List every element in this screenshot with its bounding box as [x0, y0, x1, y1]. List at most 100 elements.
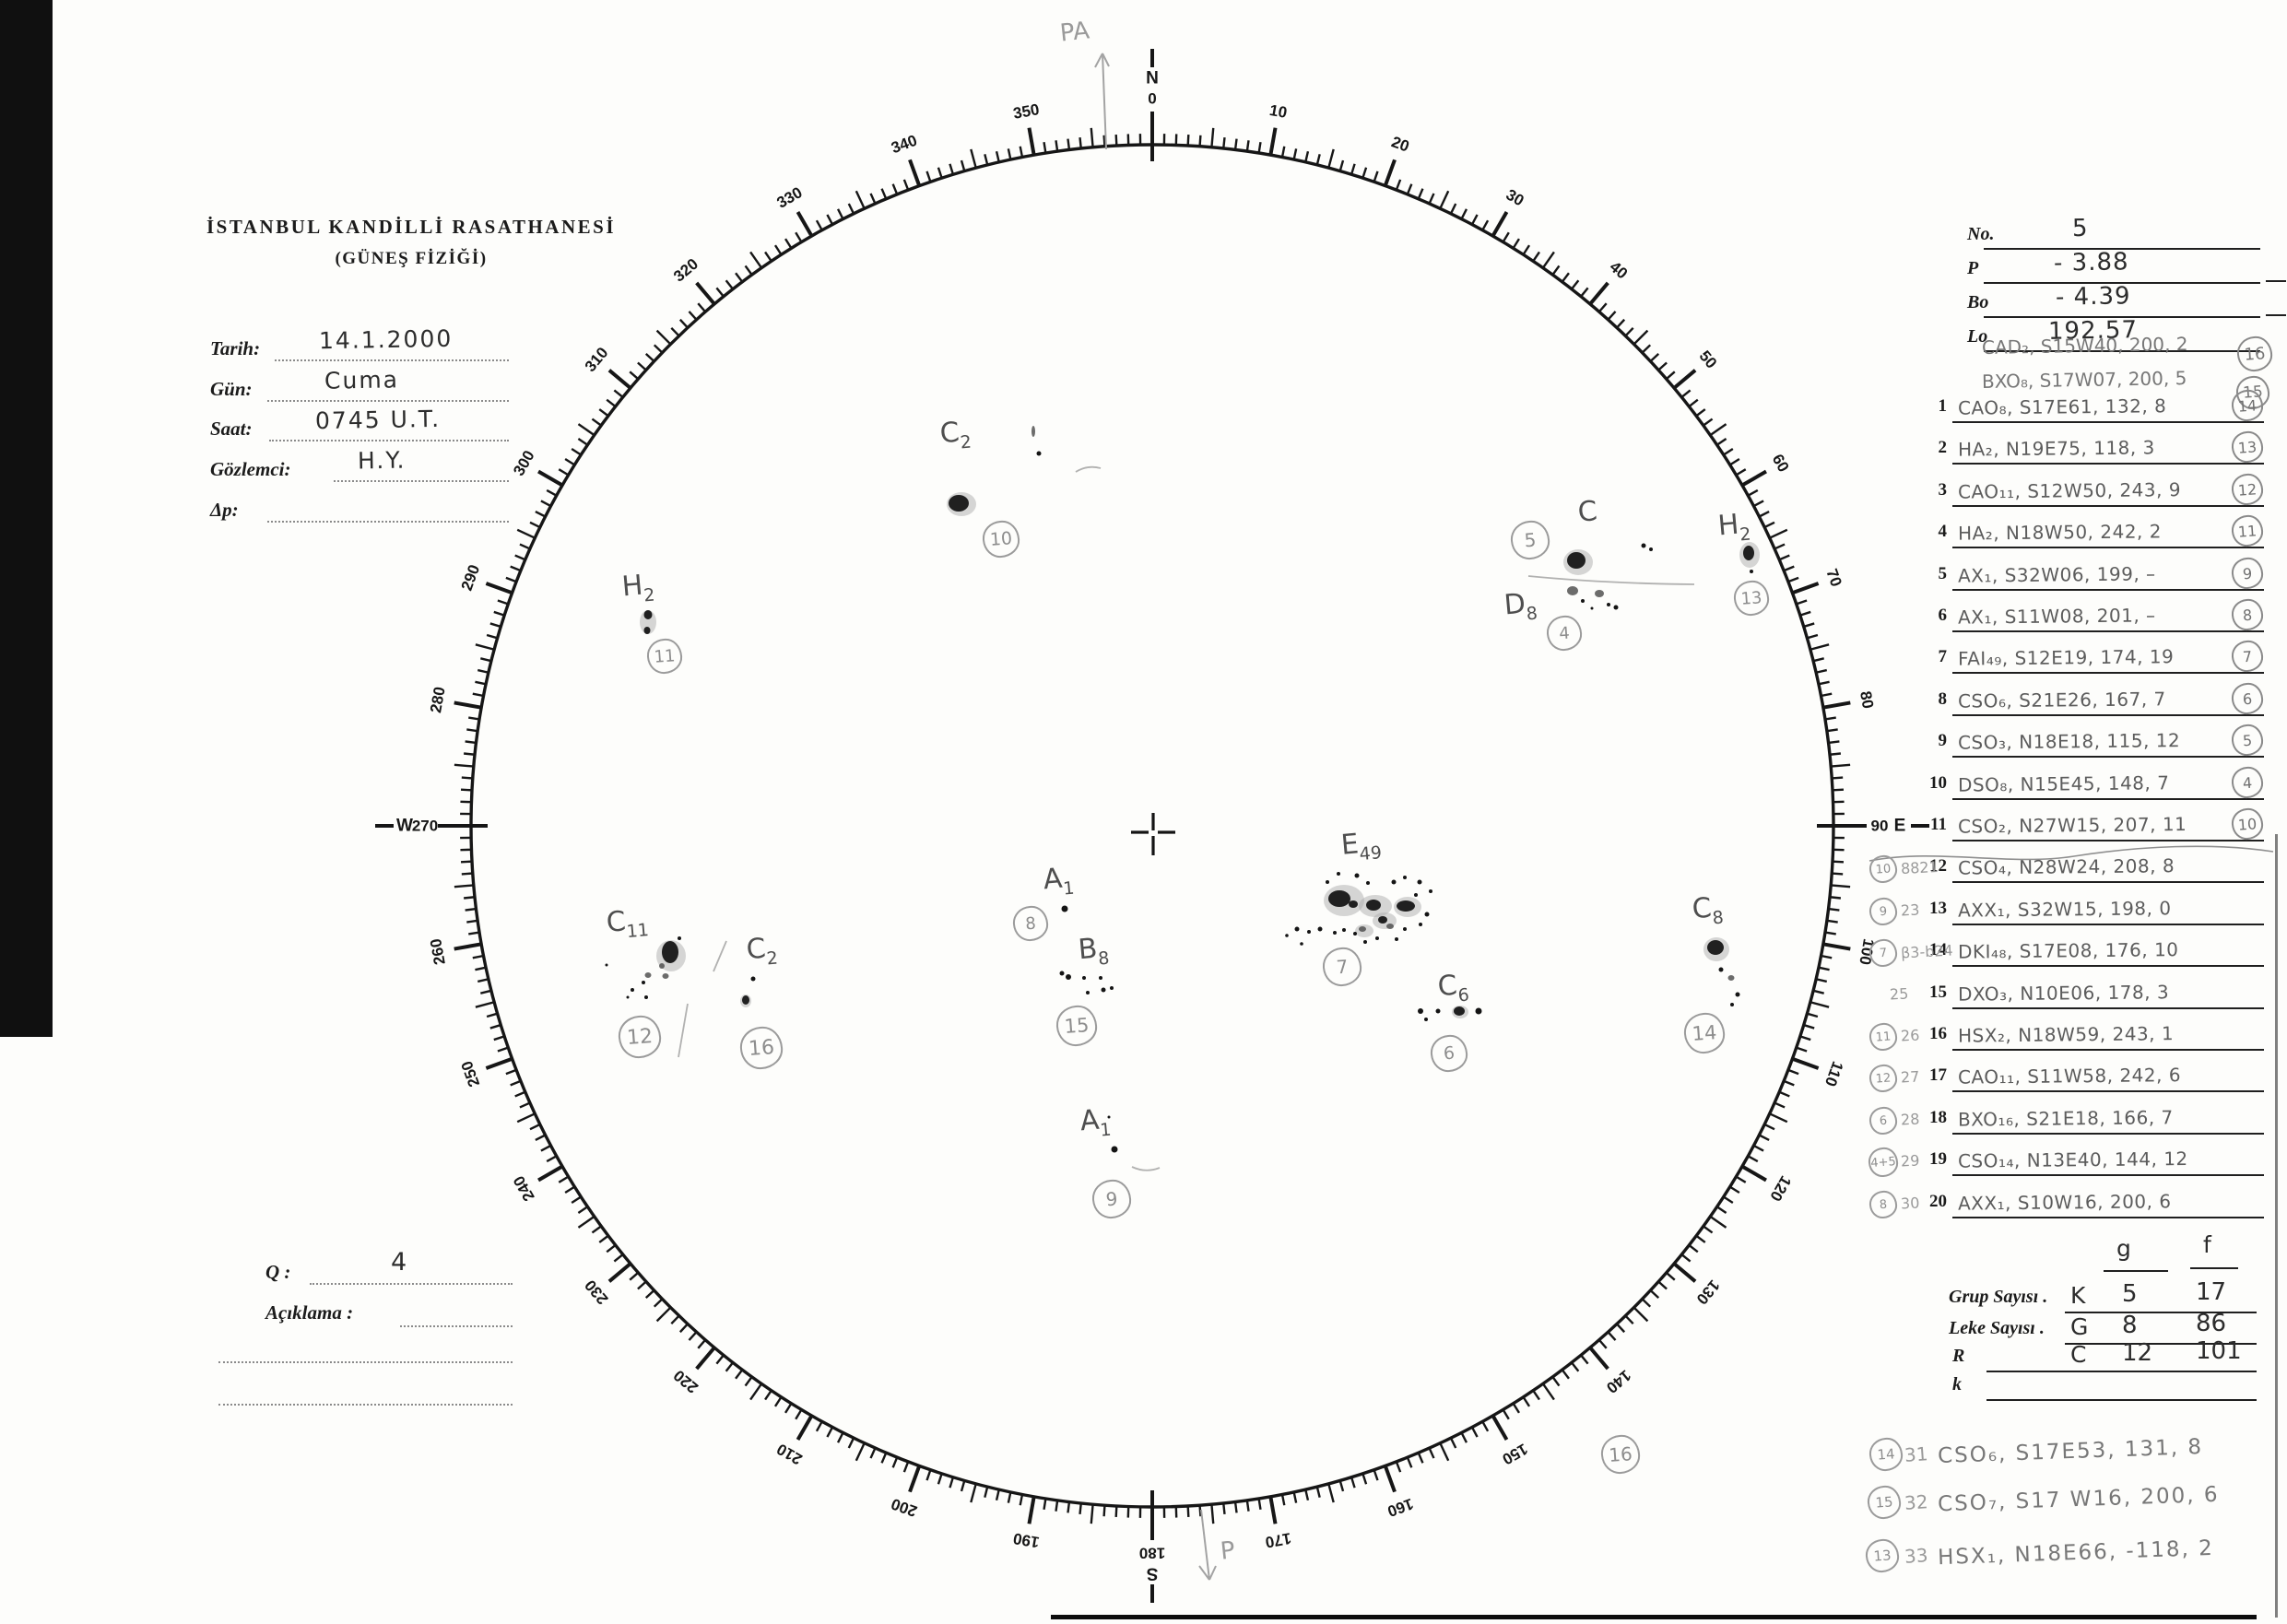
group-e49-spot	[1429, 889, 1432, 893]
obs-row-margin-note-18: 28	[1900, 1110, 1920, 1129]
degree-tick	[510, 565, 522, 572]
degree-tick	[695, 1346, 716, 1371]
degree-tick	[1292, 148, 1298, 160]
group-c2-top-spot	[1036, 451, 1042, 456]
obs-row-line-10	[1952, 797, 2264, 800]
degree-tick	[1831, 763, 1851, 768]
degree-tick	[949, 1477, 955, 1489]
obs-row-text-6: AX₁, S11W08, 201, –	[1957, 604, 2156, 629]
degree-tick	[670, 1314, 680, 1325]
group-e49-spot	[1337, 872, 1340, 876]
degree-label: 150	[1499, 1440, 1530, 1468]
group-c11-spot	[659, 963, 665, 969]
group-h2-left-label: H2	[620, 569, 656, 606]
summary-line-1	[2065, 1343, 2257, 1345]
degree-tick	[1633, 329, 1649, 346]
obs-row-margin-note-12: 8821	[1900, 858, 1939, 878]
degree-tick	[1783, 1079, 1795, 1087]
degree-tick	[995, 150, 1000, 163]
degree-tick	[1752, 1144, 1764, 1152]
obs-row-number-18: 18	[1929, 1107, 1947, 1127]
degree-tick	[1715, 1206, 1727, 1214]
scan-edge-right	[2275, 834, 2278, 1618]
form-label-1: Gün:	[210, 378, 253, 400]
degree-label: 220	[670, 1366, 701, 1396]
degree-label: 330	[773, 183, 805, 212]
group-e49-label: E49	[1339, 828, 1383, 865]
degree-tick	[1315, 1486, 1321, 1498]
degree-tick	[1460, 1431, 1468, 1443]
pencil-annotation: P	[1219, 1536, 1237, 1566]
pencil-arrowhead	[1198, 1565, 1217, 1581]
obs-row-text-13: AXX₁, S32W15, 198, 0	[1957, 896, 2172, 922]
degree-tick	[1616, 318, 1626, 329]
group-c11-spot	[644, 972, 652, 978]
degree-tick	[1561, 272, 1570, 283]
degree-label: 110	[1821, 1059, 1846, 1089]
group-e49-spot	[1353, 932, 1357, 936]
degree-tick	[1703, 418, 1714, 427]
cardinal-letter: N	[1146, 69, 1159, 88]
group-c2-top-spot	[949, 495, 969, 512]
group-h2-right-spot	[1750, 570, 1753, 573]
degree-tick	[925, 1469, 932, 1481]
degree-tick	[1832, 860, 1845, 864]
degree-tick	[577, 438, 589, 446]
ephemeris-line-0	[1984, 248, 2260, 250]
degree-tick	[493, 1035, 505, 1041]
degree-label: 160	[1385, 1495, 1416, 1521]
degree-tick	[1280, 1494, 1286, 1506]
pencil-stroke	[678, 1003, 689, 1058]
degree-tick	[869, 193, 877, 205]
group-e49-spot	[1328, 890, 1350, 907]
group-e49-spot	[1294, 926, 1300, 932]
degree-tick	[869, 1447, 877, 1459]
obs-row-number-16: 16	[1929, 1024, 1947, 1043]
q-value: 4	[391, 1248, 407, 1277]
degree-tick	[1649, 352, 1660, 362]
degree-tick	[1709, 1215, 1727, 1229]
degree-tick	[1822, 700, 1851, 710]
degree-tick	[925, 171, 932, 182]
summary-col-g-line	[2104, 1270, 2168, 1272]
group-c11-spot	[678, 936, 681, 940]
degree-tick	[1406, 183, 1413, 195]
group-e49-spot	[1419, 923, 1422, 926]
degree-tick	[1680, 389, 1692, 398]
group-c11-spot	[662, 973, 669, 979]
obs-row-text-17: CAO₁₁, S11W58, 242, 6	[1957, 1064, 2182, 1089]
obs-row-margin-note-20: 30	[1900, 1194, 1920, 1213]
degree-tick	[1688, 1244, 1699, 1253]
group-h2-right-label: H2	[1716, 508, 1752, 546]
degree-tick	[1280, 146, 1286, 158]
degree-tick	[1292, 1491, 1298, 1503]
degree-tick	[1055, 1500, 1059, 1512]
degree-tick	[1672, 369, 1697, 390]
group-c-topright-spot	[1567, 552, 1586, 569]
degree-tick	[1439, 1442, 1450, 1462]
degree-tick	[477, 668, 489, 674]
obs-row-line-5	[1952, 588, 2264, 591]
group-e49-spot	[1424, 912, 1430, 917]
degree-tick	[613, 389, 624, 398]
group-b8-spot	[1101, 987, 1106, 993]
ephemeris-label-2: Bo	[1967, 292, 1989, 312]
summary-fval-0: 17	[2196, 1278, 2227, 1306]
degree-label: 230	[582, 1277, 612, 1308]
degree-tick	[1067, 138, 1071, 150]
group-h2-right-spot	[1743, 546, 1754, 560]
degree-tick	[571, 447, 582, 456]
degree-tick	[1803, 622, 1815, 629]
obs-row-line-8	[1952, 713, 2264, 716]
degree-tick	[1449, 1437, 1457, 1449]
degree-tick	[1624, 326, 1634, 337]
degree-tick	[598, 408, 609, 418]
degree-tick	[1395, 1461, 1402, 1473]
degree-tick	[1102, 135, 1106, 147]
degree-tick	[540, 500, 552, 508]
degree-tick	[1832, 788, 1845, 792]
degree-tick	[516, 1112, 536, 1124]
ephemeris-line-1	[1984, 282, 2260, 284]
